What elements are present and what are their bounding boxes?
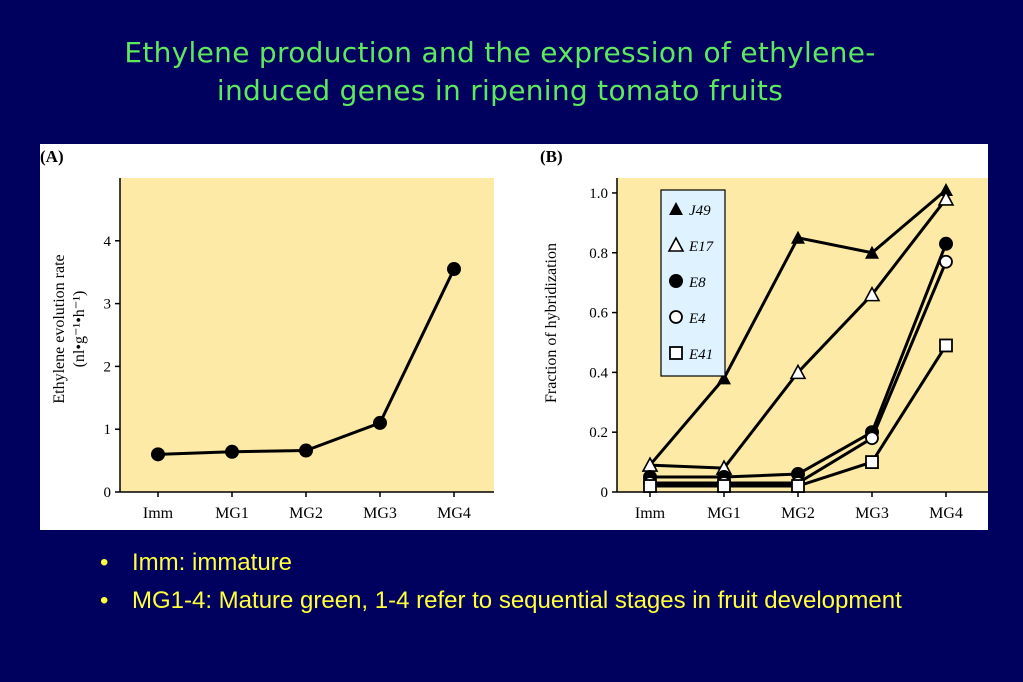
x-tick-label: MG3	[363, 505, 397, 522]
bullet-item-mg: MG1-4: Mature green, 1-4 refer to sequen…	[96, 586, 976, 616]
legend-item-e17: E17	[667, 236, 715, 255]
x-tick-label: Imm	[635, 505, 666, 522]
legend-label: E8	[688, 275, 706, 291]
legend-label: J49	[689, 203, 711, 219]
panel-label: (B)	[540, 147, 563, 166]
slide-title: Ethylene production and the expression o…	[60, 34, 940, 110]
data-point	[865, 455, 879, 469]
data-point	[939, 236, 953, 251]
legend-marker	[669, 346, 683, 360]
legend-marker	[669, 310, 683, 324]
data-point	[717, 479, 731, 493]
y-axis-title: Ethylene evolution rate	[51, 254, 68, 403]
y-tick-label: 2	[104, 359, 112, 375]
legend-item-e41: E41	[669, 346, 713, 363]
data-point	[447, 262, 461, 277]
series-e41	[643, 338, 953, 493]
plot-area	[120, 178, 494, 492]
y-tick-label: 4	[104, 234, 112, 250]
data-point	[717, 371, 731, 385]
data-point	[225, 444, 239, 459]
x-tick-label: MG3	[855, 505, 889, 522]
legend-item-j49: J49	[669, 202, 711, 219]
data-point	[791, 479, 805, 493]
y-tick-label: 0	[104, 485, 112, 501]
legend-marker	[669, 202, 683, 215]
data-point	[791, 230, 805, 244]
data-point	[939, 254, 953, 269]
chart-panel-b: (B) 0 0.2 0.4 0.6 0.8 1.0 Imm MG1 MG2 MG3 MG4 Fracti…	[540, 147, 988, 522]
data-point	[299, 443, 313, 458]
slide-title-line-2: induced genes in ripening tomato fruits	[216, 74, 784, 107]
data-point	[151, 447, 165, 462]
legend-label: E4	[688, 311, 706, 327]
x-tick-label: MG4	[929, 505, 963, 522]
data-point	[939, 182, 953, 196]
y-axis-units: (nl•g⁻¹•h⁻¹)	[71, 291, 88, 368]
x-tick-label: MG1	[215, 505, 249, 522]
data-point	[373, 415, 387, 430]
legend: J49 E17 E8 E4 E41	[660, 189, 726, 377]
y-axis-title: Fraction of hybridization	[543, 243, 560, 403]
bullet-item-imm: Imm: immature	[96, 548, 976, 578]
slide-title-line-1: Ethylene production and the expression o…	[124, 36, 876, 69]
series-e17	[641, 190, 955, 475]
data-point	[643, 479, 657, 493]
bullet-list: Imm: immature MG1-4: Mature green, 1-4 r…	[96, 548, 976, 624]
legend-marker	[669, 274, 683, 288]
x-tick-label: MG1	[707, 505, 741, 522]
data-point	[937, 190, 955, 206]
series-ethylene	[151, 262, 461, 462]
x-tick-label: MG4	[437, 505, 471, 522]
data-point	[865, 245, 879, 259]
data-point	[863, 285, 881, 302]
legend-item-e8: E8	[669, 274, 706, 291]
x-tick-label: Imm	[143, 505, 174, 522]
y-tick-label: 0.6	[589, 306, 608, 322]
y-tick-label: 3	[104, 297, 112, 313]
panel-label: (A)	[40, 147, 64, 166]
x-tick-label: MG2	[289, 505, 323, 522]
x-tick-label: MG2	[781, 505, 815, 522]
legend-label: E41	[688, 347, 713, 363]
legend-marker	[667, 236, 685, 252]
y-tick-label: 0.8	[589, 246, 608, 262]
y-tick-label: 1	[104, 422, 112, 438]
y-tick-label: 1.0	[589, 186, 608, 202]
figure: (A) 0 1 2 3 4 Imm MG1 MG2 MG3 MG4 Ethylene evolutio…	[40, 144, 988, 530]
figure-svg: (A) 0 1 2 3 4 Imm MG1 MG2 MG3 MG4 Ethylene evolutio…	[40, 147, 988, 522]
legend-label: E17	[688, 239, 715, 255]
y-tick-label: 0	[601, 485, 609, 501]
data-point	[865, 431, 879, 446]
y-tick-label: 0.2	[589, 425, 608, 441]
data-point	[939, 338, 953, 353]
legend-item-e4: E4	[669, 310, 706, 327]
data-point	[789, 363, 807, 380]
y-tick-label: 0.4	[589, 365, 608, 381]
chart-panel-a: (A) 0 1 2 3 4 Imm MG1 MG2 MG3 MG4 Ethylene evolutio…	[40, 147, 494, 522]
